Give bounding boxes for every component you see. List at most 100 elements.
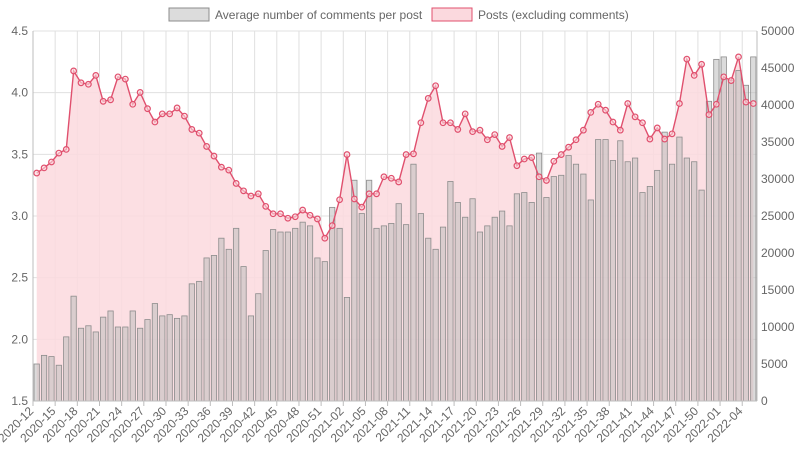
comments-bar[interactable] — [33, 363, 40, 402]
comments-bar[interactable] — [247, 315, 254, 402]
posts-point[interactable] — [469, 128, 476, 136]
posts-point[interactable] — [491, 131, 499, 139]
posts-point[interactable] — [498, 143, 506, 150]
posts-point[interactable] — [358, 203, 366, 211]
posts-point[interactable] — [447, 119, 454, 127]
comments-bar[interactable] — [321, 261, 328, 402]
posts-point[interactable] — [291, 213, 299, 221]
posts-point[interactable] — [195, 129, 203, 137]
posts-point[interactable] — [594, 100, 602, 108]
comments-bar[interactable] — [55, 364, 62, 402]
posts-point[interactable] — [225, 166, 233, 174]
posts-point[interactable] — [579, 126, 587, 134]
posts-point[interactable] — [402, 151, 410, 158]
posts-point[interactable] — [720, 73, 728, 81]
posts-point[interactable] — [557, 151, 565, 158]
comments-bar[interactable] — [218, 237, 225, 402]
posts-point[interactable] — [151, 118, 159, 126]
posts-point[interactable] — [683, 55, 691, 63]
posts-point[interactable] — [705, 111, 713, 119]
comments-bar[interactable] — [329, 206, 336, 402]
posts-point[interactable] — [742, 98, 750, 106]
comments-bar[interactable] — [439, 226, 447, 402]
comments-bar[interactable] — [632, 157, 639, 402]
comments-bar[interactable] — [624, 161, 631, 402]
comments-bar[interactable] — [181, 315, 188, 402]
comments-bar[interactable] — [742, 84, 749, 402]
comments-bar[interactable] — [351, 179, 358, 402]
posts-point[interactable] — [631, 113, 639, 121]
legend-label-posts[interactable]: Posts (excluding comments) — [478, 8, 629, 22]
comments-bar[interactable] — [373, 227, 380, 402]
posts-point[interactable] — [661, 135, 669, 143]
posts-point[interactable] — [336, 196, 343, 204]
comments-bar[interactable] — [750, 56, 757, 402]
posts-point[interactable] — [424, 94, 432, 102]
posts-point[interactable] — [572, 136, 580, 144]
comments-bar[interactable] — [358, 213, 365, 402]
posts-point[interactable] — [432, 82, 440, 90]
posts-point[interactable] — [144, 105, 151, 113]
posts-point[interactable] — [380, 173, 388, 181]
comments-bar[interactable] — [602, 139, 609, 402]
posts-point[interactable] — [749, 100, 757, 107]
posts-point[interactable] — [513, 162, 521, 170]
posts-point[interactable] — [735, 53, 742, 61]
posts-point[interactable] — [85, 80, 92, 88]
posts-point[interactable] — [602, 106, 609, 114]
comments-bar[interactable] — [114, 326, 122, 402]
posts-point[interactable] — [454, 126, 462, 133]
comments-bar[interactable] — [188, 283, 195, 402]
comments-bar[interactable] — [137, 327, 144, 402]
comments-bar[interactable] — [528, 202, 535, 402]
posts-point[interactable] — [365, 190, 373, 198]
comments-bar[interactable] — [521, 192, 528, 402]
comments-bar[interactable] — [513, 193, 520, 402]
comments-bar[interactable] — [388, 222, 395, 402]
comments-bar[interactable] — [572, 163, 580, 402]
comments-bar[interactable] — [144, 319, 151, 402]
comments-bar[interactable] — [654, 169, 661, 402]
posts-point[interactable] — [254, 190, 262, 198]
comments-bar[interactable] — [262, 250, 269, 402]
posts-point[interactable] — [262, 202, 270, 210]
comments-bar[interactable] — [698, 189, 705, 402]
posts-point[interactable] — [520, 155, 528, 163]
posts-point[interactable] — [55, 149, 63, 157]
comments-bar[interactable] — [48, 356, 55, 402]
comments-bar[interactable] — [565, 155, 572, 402]
posts-point[interactable] — [528, 154, 536, 161]
comments-bar[interactable] — [683, 157, 690, 402]
posts-point[interactable] — [698, 60, 705, 68]
posts-point[interactable] — [417, 119, 425, 127]
posts-point[interactable] — [646, 135, 654, 143]
comments-bar[interactable] — [151, 303, 158, 402]
comments-bar[interactable] — [558, 174, 565, 402]
posts-point[interactable] — [712, 100, 720, 108]
comments-bar[interactable] — [107, 310, 114, 402]
comments-bar[interactable] — [92, 331, 99, 402]
comments-bar[interactable] — [225, 248, 232, 402]
comments-bar[interactable] — [410, 163, 417, 402]
posts-point[interactable] — [136, 89, 144, 96]
posts-point[interactable] — [92, 71, 100, 79]
posts-point[interactable] — [181, 112, 188, 120]
comments-bar[interactable] — [210, 255, 218, 402]
posts-point[interactable] — [173, 104, 181, 112]
comments-bar[interactable] — [550, 176, 557, 402]
posts-point[interactable] — [210, 152, 218, 160]
posts-point[interactable] — [387, 174, 395, 182]
comments-bar[interactable] — [292, 227, 299, 402]
comments-bar[interactable] — [432, 248, 439, 402]
posts-point[interactable] — [461, 110, 469, 118]
posts-point[interactable] — [277, 210, 284, 218]
comments-bar[interactable] — [720, 56, 727, 402]
comments-bar[interactable] — [587, 199, 594, 402]
comments-bar[interactable] — [336, 227, 343, 402]
posts-point[interactable] — [343, 151, 351, 158]
comments-bar[interactable] — [462, 216, 469, 402]
posts-point[interactable] — [587, 108, 595, 116]
comments-bar[interactable] — [425, 237, 432, 402]
posts-point[interactable] — [476, 126, 484, 134]
posts-point[interactable] — [40, 164, 48, 172]
